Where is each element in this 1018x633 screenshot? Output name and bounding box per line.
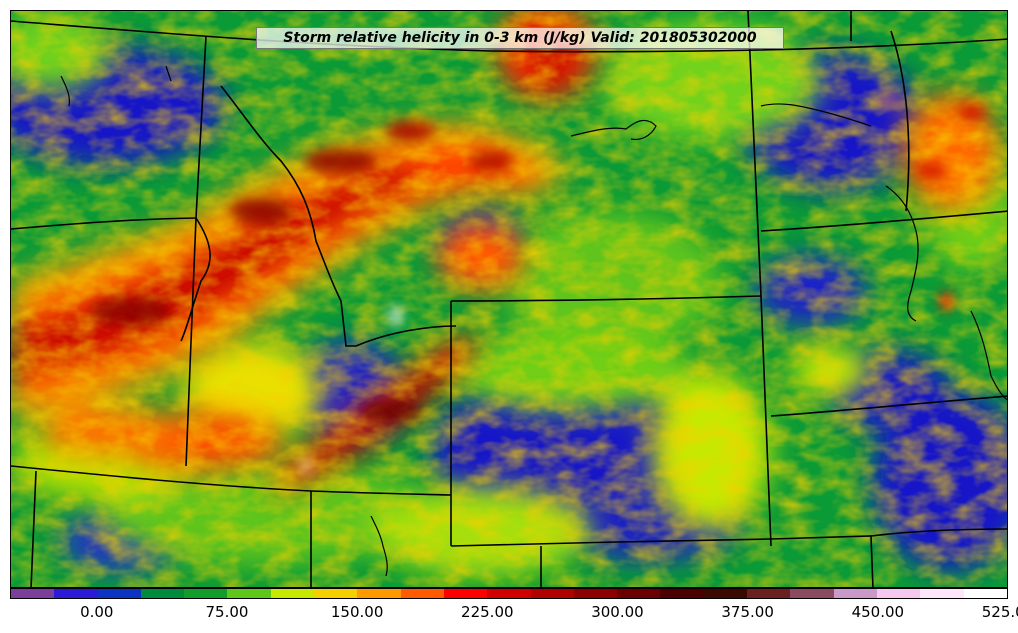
colorbar-tick-label: 150.00	[330, 603, 384, 621]
colorbar-segment	[54, 589, 98, 598]
colorbar-segment	[530, 589, 574, 598]
colorbar-segment	[184, 589, 228, 598]
colorbar-segment	[617, 589, 661, 598]
colorbar-tick-label: 375.00	[721, 603, 774, 621]
colorbar-segment	[790, 589, 834, 598]
colorbar-segment	[314, 589, 358, 598]
colorbar-segment	[747, 589, 791, 598]
colorbar-tick-label: 75.00	[205, 603, 249, 621]
colorbar-tick-labels: 0.00 75.00 150.00 225.00 300.00 375.00 450.00 5…	[10, 600, 1018, 624]
colorbar-tick-label: 0.00	[80, 603, 114, 621]
colorbar-tick-label: 225.00	[461, 603, 514, 621]
map-title: Storm relative helicity in 0-3 km (J/kg)…	[256, 27, 784, 49]
colorbar-segment	[573, 589, 618, 598]
colorbar	[10, 588, 1008, 599]
colorbar-segment	[400, 589, 444, 598]
colorbar-segment	[660, 589, 704, 598]
colorbar-segment	[963, 589, 1007, 598]
water-boundaries	[60, 65, 1007, 577]
colorbar-segment	[703, 589, 748, 598]
colorbar-tick-label: 525.00	[981, 603, 1018, 621]
field-texture	[11, 11, 1007, 587]
colorbar-segment	[11, 589, 55, 598]
colorbar-segment	[920, 589, 964, 598]
colorbar-segment	[443, 589, 488, 598]
colorbar-segment	[833, 589, 877, 598]
colorbar-segment	[227, 589, 271, 598]
state-boundaries	[11, 11, 1007, 587]
colorbar-segment	[487, 589, 531, 598]
colorbar-tick-label: 300.00	[591, 603, 644, 621]
field-detail	[91, 93, 986, 472]
helicity-field-map	[11, 11, 1007, 587]
colorbar-segment	[140, 589, 185, 598]
colorbar-tick-label: 450.00	[851, 603, 905, 621]
colorbar-segment	[357, 589, 401, 598]
colorbar-segment	[97, 589, 141, 598]
map-panel: Storm relative helicity in 0-3 km (J/kg)…	[10, 10, 1008, 588]
colorbar-segment	[270, 589, 315, 598]
colorbar-segment	[876, 589, 921, 598]
